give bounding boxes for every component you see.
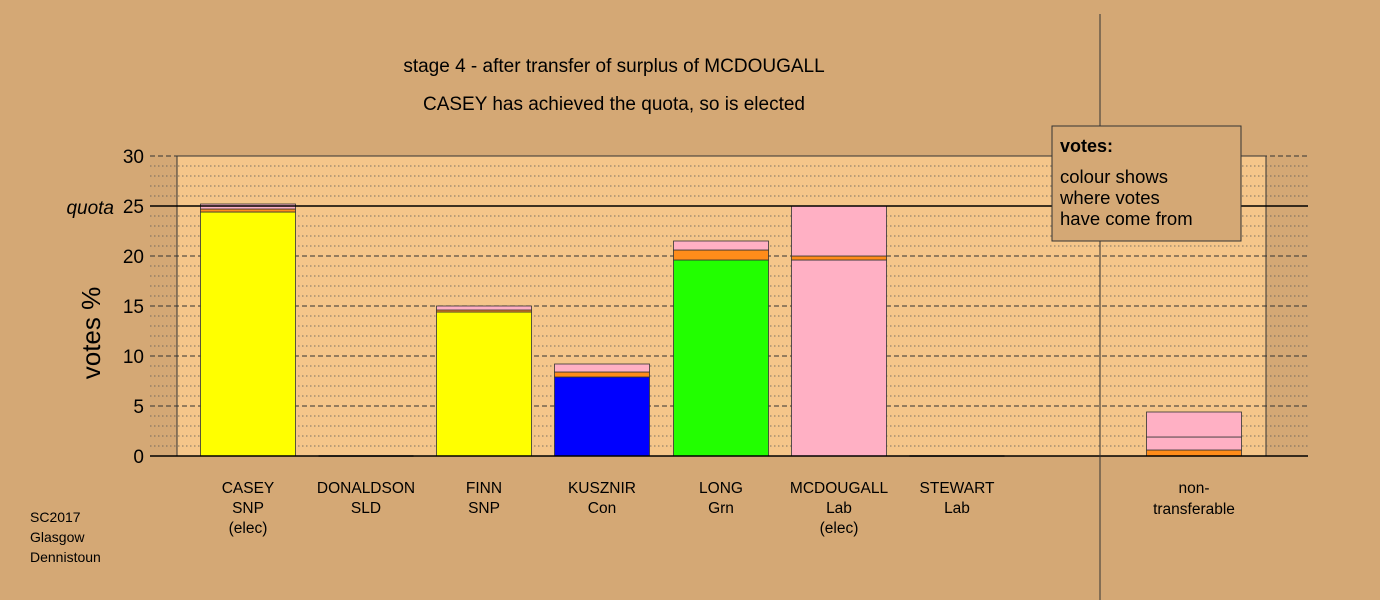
bar-segment-nontransferable-0 <box>1146 449 1242 457</box>
y-tick-label-25: 25 <box>123 197 144 218</box>
y-tick-label-0: 0 <box>133 447 144 468</box>
category-name-casey: CASEY <box>222 480 275 497</box>
nontransferable-label-1: non- <box>1178 480 1209 497</box>
y-tick-label-15: 15 <box>123 297 144 318</box>
bar-segment-mcdougall-2 <box>791 205 887 257</box>
footer-line-1: SC2017 <box>30 509 81 525</box>
category-party-stewart: Lab <box>944 500 970 517</box>
category-status-mcdougall: (elec) <box>820 520 859 537</box>
bar-segment-finn-2 <box>436 305 532 311</box>
bar-segment-long-2 <box>673 240 769 251</box>
bar-segment-casey-1 <box>200 208 296 213</box>
category-name-kusznir: KUSZNIR <box>568 480 636 497</box>
nontransferable-label-2: transferable <box>1153 501 1235 518</box>
chart-title: stage 4 - after transfer of surplus of M… <box>403 56 824 77</box>
category-name-stewart: STEWART <box>920 480 995 497</box>
y-tick-label-5: 5 <box>133 397 144 418</box>
bar-segment-kusznir-1 <box>554 371 650 378</box>
bar-segment-kusznir-0 <box>554 376 650 457</box>
legend-box <box>1051 125 1242 242</box>
category-party-long: Grn <box>708 500 734 517</box>
legend-line-3: have come from <box>1060 208 1193 229</box>
bar-segment-kusznir-2 <box>554 363 650 373</box>
category-name-long: LONG <box>699 480 743 497</box>
y-tick-label-30: 30 <box>123 147 144 168</box>
legend: votes: colour shows where votes have com… <box>1051 125 1242 242</box>
category-party-casey: SNP <box>232 500 264 517</box>
quota-label: quota <box>66 198 114 219</box>
chart-subtitle: CASEY has achieved the quota, so is elec… <box>423 94 805 115</box>
legend-heading: votes: <box>1060 136 1113 156</box>
bar-segment-long-1 <box>673 249 769 261</box>
y-tick-label-20: 20 <box>123 247 144 268</box>
bar-segment-mcdougall-0 <box>791 259 887 457</box>
bar-segment-long-0 <box>673 259 769 457</box>
category-party-mcdougall: Lab <box>826 500 852 517</box>
footer-line-3: Dennistoun <box>30 549 101 565</box>
category-name-finn: FINN <box>466 480 502 497</box>
bar-segment-nontransferable-2 <box>1146 411 1242 438</box>
bar-segment-casey-0 <box>200 211 296 457</box>
legend-line-1: colour shows <box>1060 166 1168 187</box>
bar-segment-finn-0 <box>436 311 532 457</box>
bars-group <box>200 203 1242 457</box>
category-party-donaldson: SLD <box>351 500 381 517</box>
category-name-donaldson: DONALDSON <box>317 480 415 497</box>
bar-segment-mcdougall-1 <box>791 255 887 261</box>
footer-line-2: Glasgow <box>30 529 85 545</box>
category-status-casey: (elec) <box>229 520 268 537</box>
legend-line-2: where votes <box>1059 187 1160 208</box>
category-name-mcdougall: MCDOUGALL <box>790 480 889 497</box>
category-party-finn: SNP <box>468 500 500 517</box>
y-tick-label-10: 10 <box>123 347 144 368</box>
bar-segment-nontransferable-1 <box>1146 436 1242 451</box>
y-axis-label: votes % <box>76 287 106 380</box>
category-party-kusznir: Con <box>588 500 616 517</box>
y-tick-labels: 0 5 10 15 20 25 30 <box>123 147 144 468</box>
category-labels: CASEY SNP (elec) DONALDSON SLD FINN SNP KUSZNIR… <box>222 480 1235 537</box>
